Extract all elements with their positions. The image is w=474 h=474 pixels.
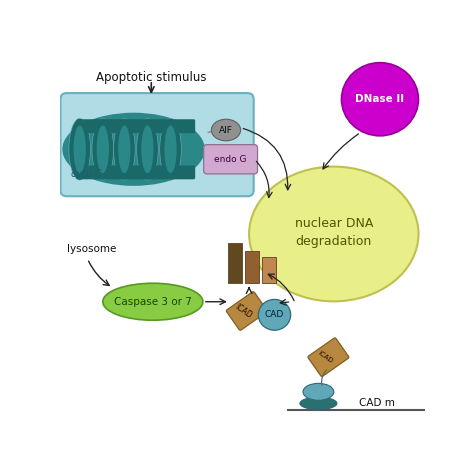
Ellipse shape xyxy=(137,118,158,180)
Text: CAD m: CAD m xyxy=(359,398,395,409)
FancyBboxPatch shape xyxy=(204,145,257,174)
Text: CAD: CAD xyxy=(265,310,284,319)
Ellipse shape xyxy=(118,126,130,173)
Ellipse shape xyxy=(92,118,114,180)
FancyBboxPatch shape xyxy=(308,338,349,376)
Ellipse shape xyxy=(258,300,291,330)
Ellipse shape xyxy=(73,126,86,173)
Ellipse shape xyxy=(160,118,182,180)
Text: cyto C: cyto C xyxy=(71,169,102,179)
Ellipse shape xyxy=(164,126,177,173)
Ellipse shape xyxy=(249,166,419,301)
Text: endo G: endo G xyxy=(214,155,247,164)
FancyBboxPatch shape xyxy=(77,165,195,179)
FancyBboxPatch shape xyxy=(227,292,267,330)
FancyBboxPatch shape xyxy=(61,93,254,196)
Ellipse shape xyxy=(300,397,337,410)
Text: nuclear DNA
degradation: nuclear DNA degradation xyxy=(295,217,373,248)
Text: DNase II: DNase II xyxy=(356,94,404,104)
FancyBboxPatch shape xyxy=(77,119,195,133)
Text: AIF: AIF xyxy=(219,126,233,135)
Ellipse shape xyxy=(114,118,135,180)
Ellipse shape xyxy=(63,113,205,186)
Text: Caspase 3 or 7: Caspase 3 or 7 xyxy=(114,297,192,307)
Text: Apoptotic stimulus: Apoptotic stimulus xyxy=(96,71,207,84)
Ellipse shape xyxy=(341,63,419,136)
Ellipse shape xyxy=(211,119,241,141)
Ellipse shape xyxy=(141,126,154,173)
Ellipse shape xyxy=(69,118,91,180)
Text: ICAD: ICAD xyxy=(317,350,334,365)
Ellipse shape xyxy=(97,126,109,173)
Bar xyxy=(245,251,259,283)
Ellipse shape xyxy=(103,283,203,320)
Bar xyxy=(228,243,242,283)
Bar xyxy=(262,257,276,283)
Ellipse shape xyxy=(303,383,334,401)
Text: lysosome: lysosome xyxy=(66,245,116,255)
Text: ICAD: ICAD xyxy=(234,302,254,320)
